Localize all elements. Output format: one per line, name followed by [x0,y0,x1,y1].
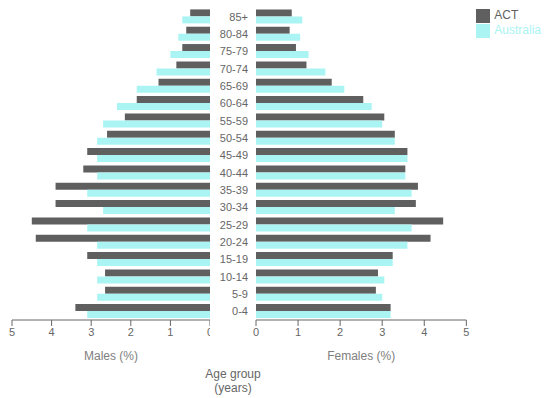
svg-text:85+: 85+ [229,11,248,23]
svg-text:5: 5 [463,326,469,338]
html-text:Age group: Age group [205,367,261,381]
html-text:(years): (years) [214,381,252,395]
html-text:Australia: Australia [494,22,541,37]
svg-text:10-14: 10-14 [220,271,248,283]
svg-text:60-64: 60-64 [220,97,248,109]
svg-text:50-54: 50-54 [220,132,248,144]
svg-text:80-84: 80-84 [220,28,248,40]
svg-text:35-39: 35-39 [220,184,248,196]
html-text:ACT: ACT [494,8,519,22]
svg-text:3: 3 [379,326,385,338]
svg-text:70-74: 70-74 [220,63,248,75]
svg-text:30-34: 30-34 [220,201,248,213]
svg-text:4: 4 [49,326,55,338]
svg-text:4: 4 [421,326,427,338]
svg-text:Males (%): Males (%) [84,349,138,363]
svg-text:45-49: 45-49 [220,149,248,161]
svg-text:0: 0 [207,326,210,338]
svg-text:15-19: 15-19 [220,253,248,265]
svg-text:20-24: 20-24 [220,236,248,248]
svg-text:0: 0 [253,326,259,338]
svg-text:65-69: 65-69 [220,80,248,92]
svg-text:1: 1 [295,326,301,338]
svg-text:3: 3 [88,326,94,338]
svg-text:5: 5 [9,326,15,338]
svg-text:2: 2 [128,326,134,338]
svg-text:2: 2 [337,326,343,338]
svg-text:5-9: 5-9 [232,288,248,300]
svg-text:1: 1 [167,326,173,338]
svg-text:0-4: 0-4 [232,305,248,317]
svg-text:Females (%): Females (%) [327,349,395,363]
svg-text:75-79: 75-79 [220,45,248,57]
svg-text:25-29: 25-29 [220,219,248,231]
svg-text:40-44: 40-44 [220,167,248,179]
svg-text:55-59: 55-59 [220,115,248,127]
